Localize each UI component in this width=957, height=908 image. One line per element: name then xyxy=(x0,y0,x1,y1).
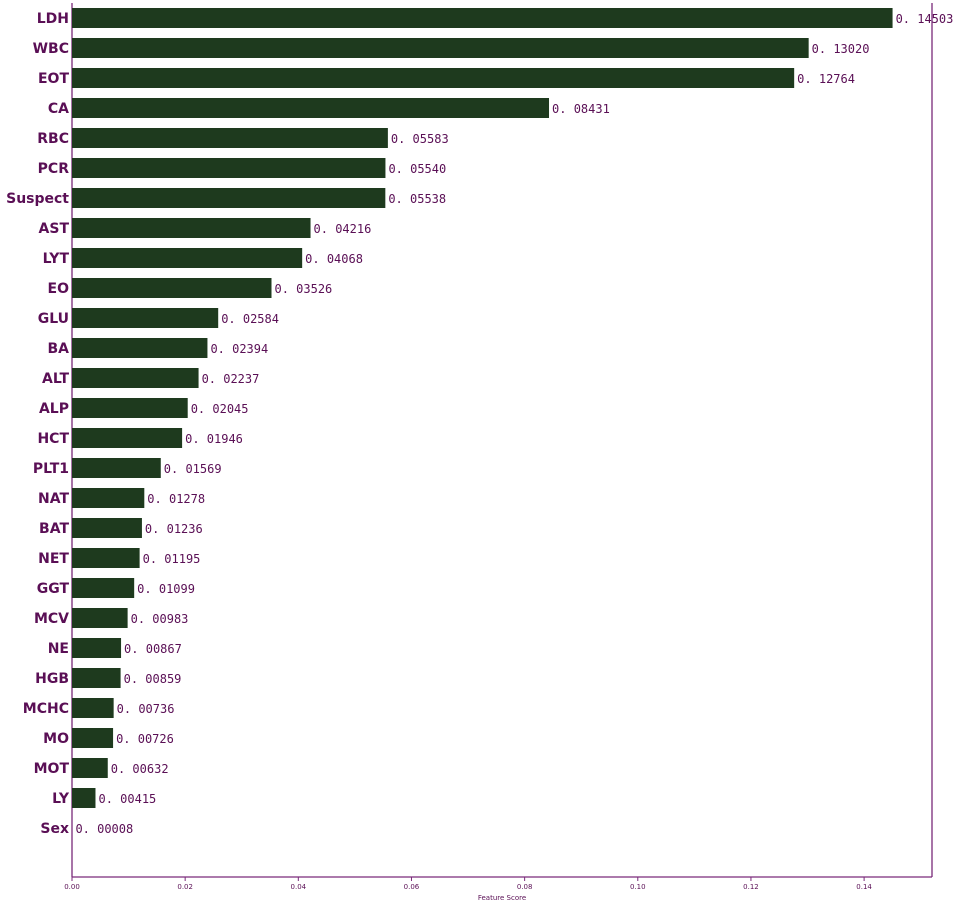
bar-alt xyxy=(72,368,199,388)
bar-eo xyxy=(72,278,272,298)
value-label: 0. 00415 xyxy=(98,792,156,806)
bar-alp xyxy=(72,398,188,418)
bar-mot xyxy=(72,758,108,778)
value-label: 0. 01195 xyxy=(143,552,201,566)
value-label: 0. 04068 xyxy=(305,252,363,266)
bar-ggt xyxy=(72,578,135,598)
value-label: 0. 02394 xyxy=(210,342,268,356)
value-label: 0. 00859 xyxy=(124,672,182,686)
value-label: 0. 02237 xyxy=(202,372,260,386)
bar-ldh xyxy=(72,8,893,28)
category-label: NE xyxy=(48,641,69,657)
bar-lyt xyxy=(72,248,303,268)
x-tick-label: 0.02 xyxy=(177,883,193,891)
value-label: 0. 01946 xyxy=(185,432,243,446)
value-label: 0. 02045 xyxy=(191,402,249,416)
bar-ly xyxy=(72,788,96,808)
bar-wbc xyxy=(72,38,809,58)
value-label: 0. 04216 xyxy=(314,222,372,236)
category-label: GLU xyxy=(38,311,69,327)
bar-mchc xyxy=(72,698,114,718)
category-labels: LDH WBC EOT CA RBC PCR Suspect AST LYT EO GLU BA ALT… xyxy=(6,11,70,837)
category-label: Suspect xyxy=(6,191,69,207)
value-label: 0. 00726 xyxy=(116,732,174,746)
bar-rbc xyxy=(72,128,388,148)
value-label: 0. 00632 xyxy=(111,762,169,776)
category-label: EOT xyxy=(38,71,69,87)
bar-ba xyxy=(72,338,208,358)
category-label: NET xyxy=(38,551,69,567)
category-label: WBC xyxy=(33,41,69,57)
category-label: MO xyxy=(43,731,69,747)
bar-ne xyxy=(72,638,122,658)
category-label: GGT xyxy=(37,581,70,597)
x-axis-ticks: 0.00 0.02 0.04 0.06 0.08 0.10 0.12 0.14 xyxy=(64,877,872,891)
category-label: RBC xyxy=(37,131,69,147)
bar-ast xyxy=(72,218,311,238)
category-label: CA xyxy=(48,101,69,117)
value-label: 0. 05540 xyxy=(388,162,446,176)
bar-nat xyxy=(72,488,145,508)
category-label: AST xyxy=(39,221,70,237)
bar-plt1 xyxy=(72,458,161,478)
category-label: LYT xyxy=(43,251,70,267)
value-label: 0. 05583 xyxy=(391,132,449,146)
bars xyxy=(72,8,893,808)
category-label: MCHC xyxy=(23,701,69,717)
value-label: 0. 02584 xyxy=(221,312,279,326)
bar-bat xyxy=(72,518,142,538)
bar-suspect xyxy=(72,188,386,208)
x-tick-label: 0.14 xyxy=(856,883,872,891)
value-label: 0. 00736 xyxy=(117,702,175,716)
value-label: 0. 05538 xyxy=(388,192,446,206)
category-label: HCT xyxy=(37,431,69,447)
x-tick-label: 0.04 xyxy=(291,883,307,891)
x-tick-label: 0.00 xyxy=(64,883,80,891)
category-label: NAT xyxy=(38,491,69,507)
bar-mcv xyxy=(72,608,128,628)
category-label: LY xyxy=(52,791,70,807)
category-label: ALP xyxy=(39,401,69,417)
value-label: 0. 12764 xyxy=(797,72,855,86)
value-label: 0. 01236 xyxy=(145,522,203,536)
category-label: ALT xyxy=(42,371,69,387)
value-label: 0. 13020 xyxy=(812,42,870,56)
x-tick-label: 0.08 xyxy=(517,883,533,891)
bar-hct xyxy=(72,428,183,448)
category-label: EO xyxy=(48,281,70,297)
x-tick-label: 0.10 xyxy=(630,883,646,891)
category-label: LDH xyxy=(37,11,69,27)
category-label: PCR xyxy=(38,161,70,177)
value-label: 0. 03526 xyxy=(274,282,332,296)
value-label: 0. 01278 xyxy=(147,492,205,506)
category-label: Sex xyxy=(40,821,69,837)
value-labels: 0. 14503 0. 13020 0. 12764 0. 08431 0. 05583… xyxy=(75,12,953,836)
category-label: MCV xyxy=(34,611,69,627)
x-axis-title: Feature Score xyxy=(478,894,526,902)
x-tick-label: 0.06 xyxy=(404,883,420,891)
category-label: BAT xyxy=(39,521,69,537)
bar-hgb xyxy=(72,668,121,688)
value-label: 0. 01569 xyxy=(164,462,222,476)
value-label: 0. 00867 xyxy=(124,642,182,656)
value-label: 0. 14503 xyxy=(896,12,954,26)
value-label: 0. 00983 xyxy=(131,612,189,626)
bar-eot xyxy=(72,68,795,88)
bar-glu xyxy=(72,308,219,328)
category-label: PLT1 xyxy=(33,461,69,477)
bar-mo xyxy=(72,728,114,748)
value-label: 0. 00008 xyxy=(75,822,133,836)
bar-ca xyxy=(72,98,550,118)
category-label: MOT xyxy=(34,761,70,777)
value-label: 0. 01099 xyxy=(137,582,195,596)
bar-pcr xyxy=(72,158,386,178)
value-label: 0. 08431 xyxy=(552,102,610,116)
bar-net xyxy=(72,548,140,568)
category-label: BA xyxy=(47,341,69,357)
x-tick-label: 0.12 xyxy=(743,883,759,891)
category-label: HGB xyxy=(35,671,69,687)
